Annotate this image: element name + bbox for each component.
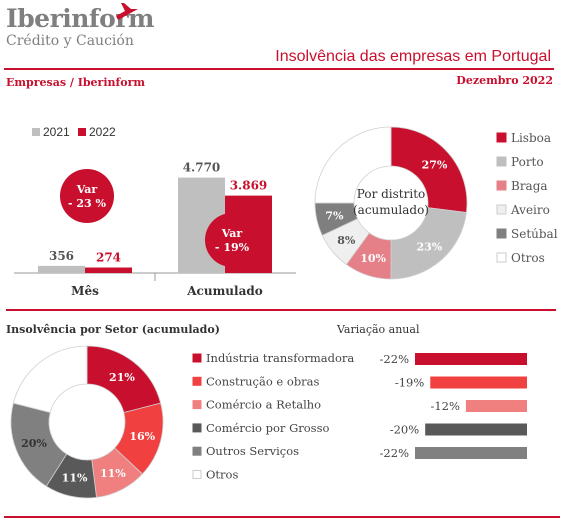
- sector-legend-swatch: [192, 400, 202, 410]
- legend-swatch-2021: [32, 128, 40, 136]
- district-slice-label: 10%: [360, 252, 386, 265]
- district-slice-label: 7%: [325, 210, 344, 223]
- sector-legend-label: Otros: [206, 468, 238, 482]
- bar-value-label: 274: [96, 251, 121, 265]
- variation-bubble-value: - 19%: [215, 241, 250, 254]
- district-legend-label: Braga: [511, 179, 548, 193]
- district-legend-swatch: [496, 204, 507, 215]
- sector-legend-swatch: [192, 446, 202, 456]
- variation-bar: [425, 423, 527, 436]
- sector-legend-swatch: [192, 423, 202, 433]
- variation-bar-label: -12%: [430, 399, 460, 413]
- variation-title: Variação anual: [337, 323, 420, 336]
- sector-legend-label: Outros Serviços: [206, 444, 299, 458]
- sector-slice-label: 20%: [21, 437, 47, 450]
- section-rule: [6, 309, 556, 311]
- legend-swatch-2022: [78, 128, 86, 136]
- bar-category-label: Mês: [71, 284, 99, 298]
- sector-slice-label: 11%: [100, 467, 126, 480]
- district-legend-label: Setúbal: [511, 227, 558, 241]
- district-legend-label: Otros: [511, 251, 545, 265]
- district-slice: [390, 207, 467, 280]
- legend-label: 2022: [89, 125, 116, 139]
- variation-bar: [465, 400, 527, 412]
- variation-bar-label: -22%: [380, 446, 410, 460]
- district-center-label: Por distrito: [357, 187, 425, 201]
- bar-2022-0: [85, 267, 132, 273]
- district-slice-label: 23%: [416, 241, 442, 254]
- variation-bubble-label: Var: [76, 183, 98, 196]
- district-legend-label: Porto: [511, 155, 544, 169]
- date-label: Dezembro 2022: [456, 74, 553, 87]
- source-label: Empresas / Iberinform: [6, 76, 146, 89]
- sector-title: Insolvência por Setor (acumulado): [6, 323, 220, 336]
- district-legend-label: Aveiro: [510, 203, 550, 217]
- district-legend-swatch: [496, 252, 507, 263]
- district-legend-swatch: [496, 180, 507, 191]
- bar-value-label: 3.869: [230, 179, 268, 193]
- page-title: Insolvência das empresas em Portugal: [275, 48, 551, 65]
- sector-slice-label: 21%: [109, 371, 135, 384]
- sector-legend-label: Comércio por Grosso: [206, 421, 329, 435]
- sector-legend-swatch: [192, 353, 202, 363]
- sector-legend-label: Comércio a Retalho: [206, 398, 321, 412]
- legend-label: 2021: [43, 125, 70, 139]
- district-slice-label: 8%: [337, 234, 356, 247]
- district-legend-swatch: [496, 132, 507, 143]
- variation-bar-label: -22%: [380, 352, 410, 366]
- district-legend-swatch: [496, 228, 507, 239]
- sector-legend-label: Construção e obras: [206, 374, 320, 388]
- bar-2021-0: [38, 265, 85, 273]
- footer-rule: [4, 516, 560, 518]
- variation-bar: [415, 353, 527, 365]
- district-slice: [390, 126, 468, 213]
- district-slice-label: 27%: [422, 159, 448, 172]
- variation-bubble-label: Var: [221, 227, 243, 240]
- district-center-label: (acumulado): [353, 203, 429, 217]
- sector-slice-label: 11%: [62, 472, 88, 485]
- variation-bar: [430, 376, 527, 389]
- sector-legend-label: Indústria transformadora: [206, 351, 354, 365]
- variation-bar-label: -19%: [395, 376, 425, 390]
- sector-slice-label: 16%: [129, 430, 155, 443]
- sector-legend-swatch: [192, 376, 202, 386]
- bar-value-label: 356: [49, 249, 74, 263]
- district-slice: [314, 126, 392, 204]
- district-legend-swatch: [496, 156, 507, 167]
- bar-value-label: 4.770: [183, 161, 221, 175]
- variation-bar: [415, 447, 527, 459]
- variation-bubble: [205, 213, 259, 267]
- bar-category-label: Acumulado: [186, 284, 263, 298]
- sector-slice: [12, 345, 88, 414]
- variation-bubble-value: - 23 %: [68, 197, 107, 210]
- logo-subtitle: Crédito y Caución: [6, 33, 134, 49]
- district-legend-label: Lisboa: [511, 131, 551, 145]
- sector-legend-swatch: [192, 470, 202, 479]
- variation-bubble: [60, 169, 114, 223]
- variation-bar-label: -20%: [390, 423, 420, 437]
- header-rule: [4, 68, 554, 70]
